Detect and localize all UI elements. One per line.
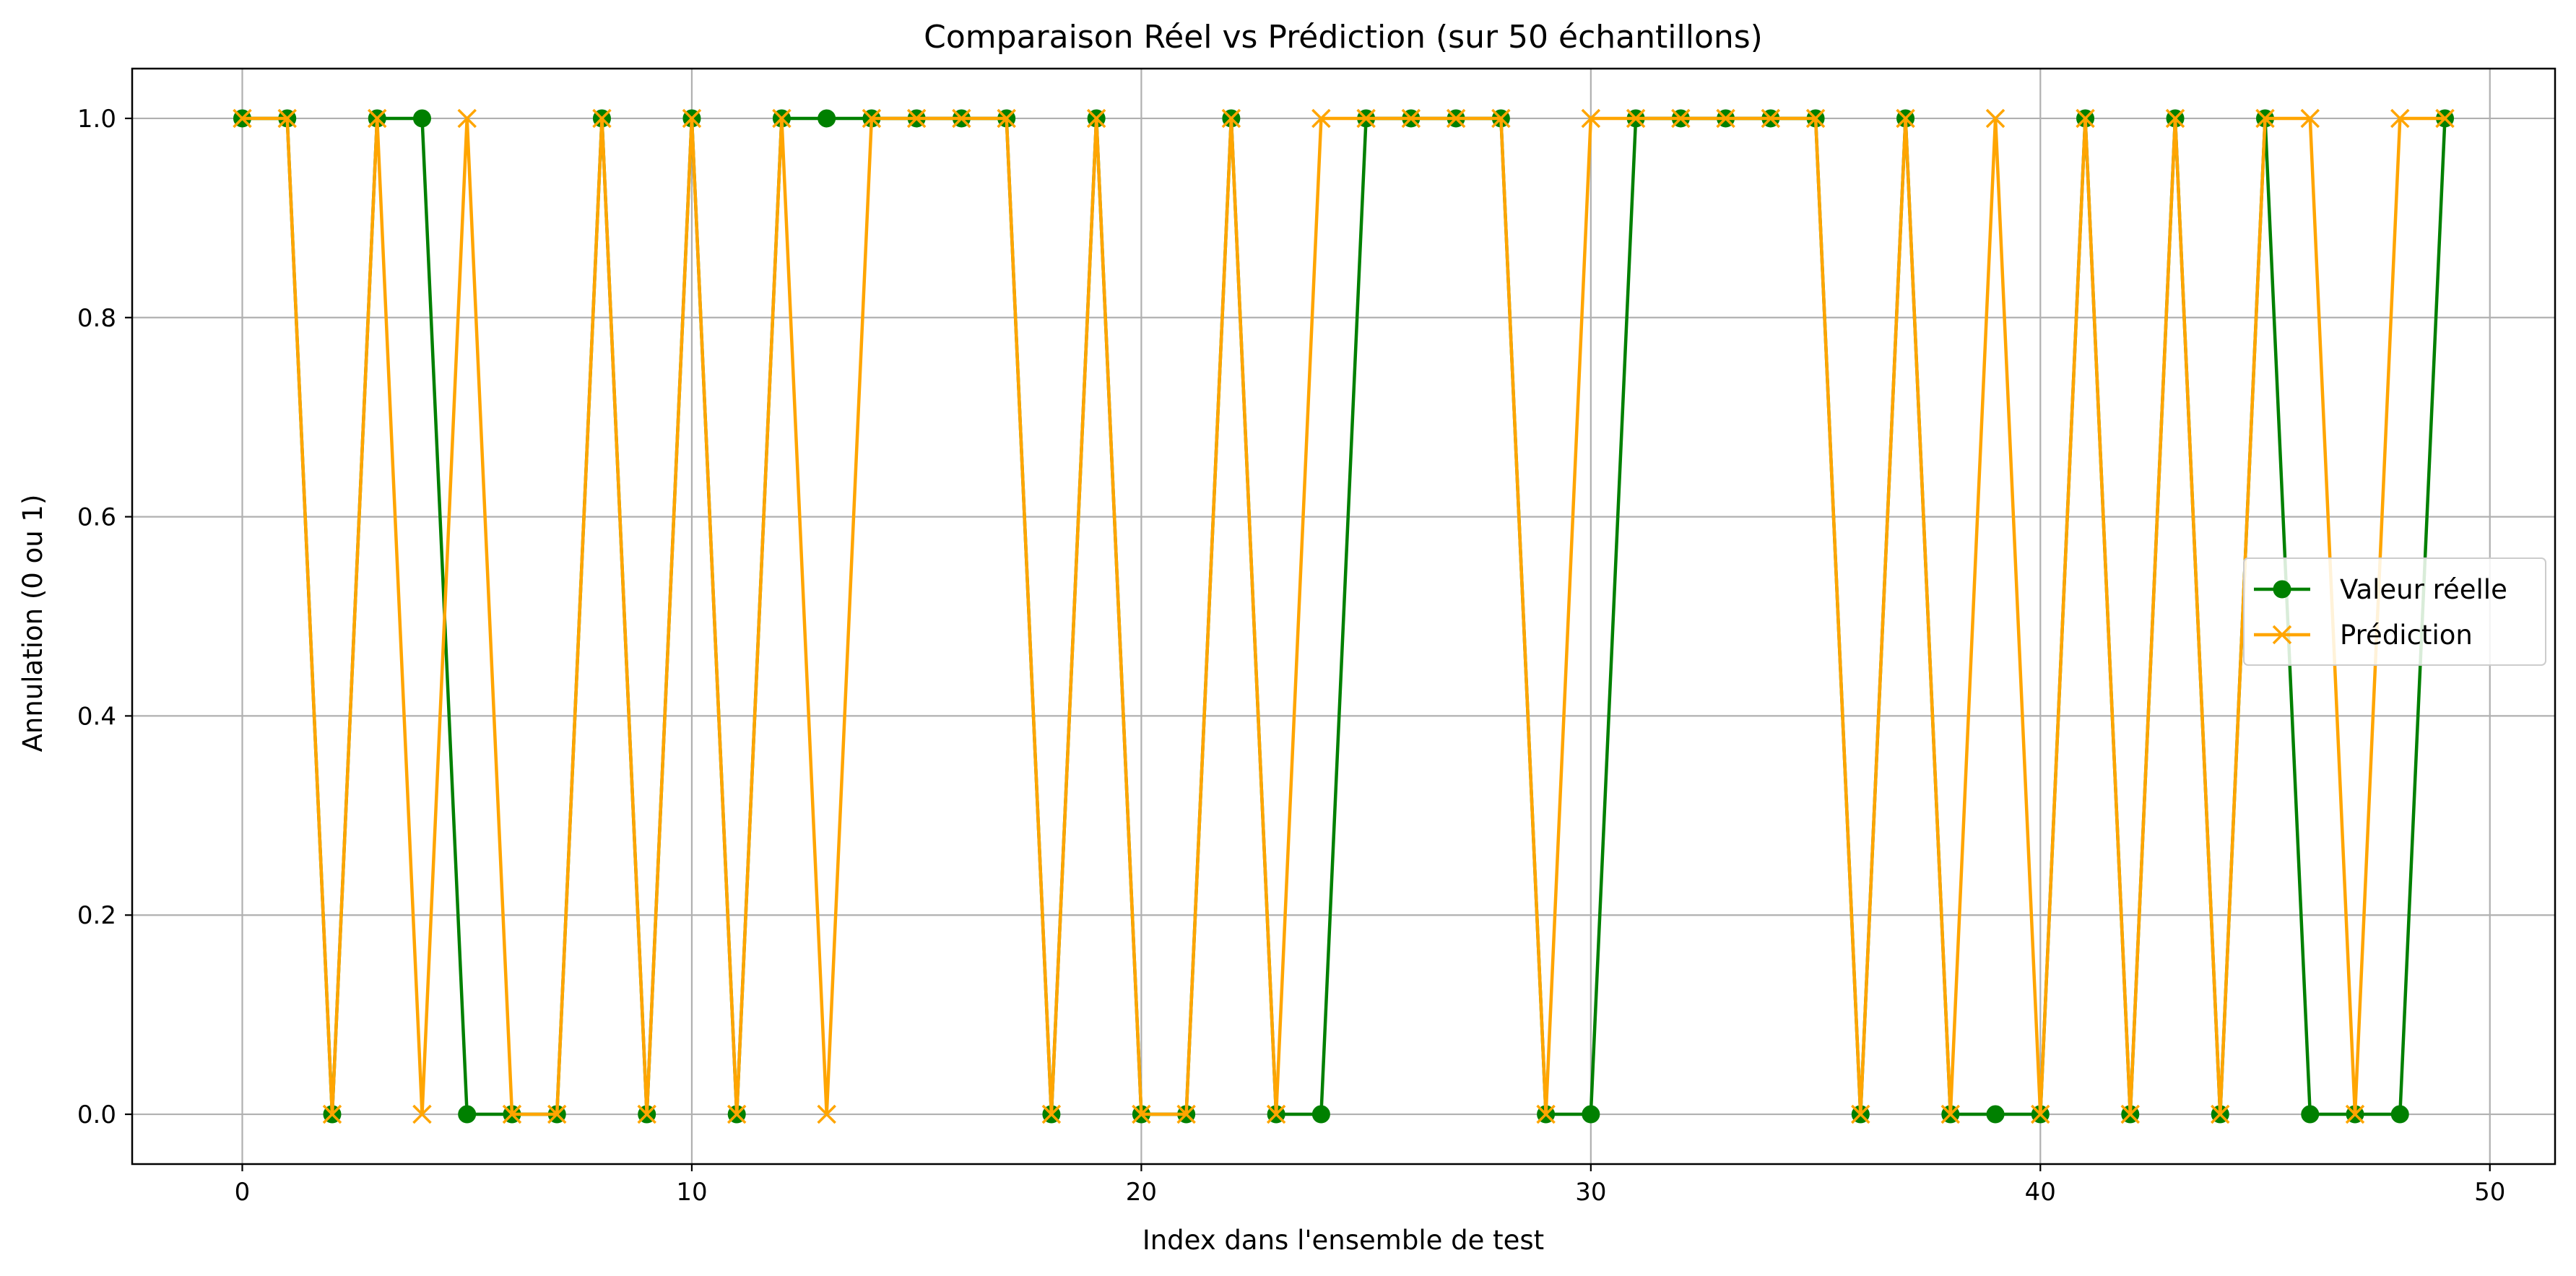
data-point xyxy=(1266,1104,1286,1124)
series-group xyxy=(233,108,2455,1124)
data-point xyxy=(2300,108,2320,129)
data-point xyxy=(1671,108,1691,129)
data-point xyxy=(457,108,477,129)
data-point xyxy=(637,1104,656,1124)
data-point xyxy=(2255,108,2275,129)
x-tick-label: 20 xyxy=(1126,1178,1157,1207)
data-point xyxy=(2211,1104,2230,1124)
data-point xyxy=(1716,108,1735,129)
data-point xyxy=(1132,1104,1151,1124)
data-point xyxy=(772,108,792,129)
data-point xyxy=(1985,108,2005,129)
data-point xyxy=(1626,108,1646,129)
data-point xyxy=(592,108,612,129)
x-tick-label: 30 xyxy=(1575,1178,1606,1207)
y-tick-label: 1.0 xyxy=(77,105,116,134)
x-tick-label: 0 xyxy=(235,1178,251,1207)
legend-box xyxy=(2243,557,2546,666)
x-tick-label: 40 xyxy=(2025,1178,2056,1207)
data-point xyxy=(2031,1104,2050,1124)
data-point xyxy=(412,109,431,128)
data-point xyxy=(1356,108,1376,129)
legend: Valeur réelle Prédiction xyxy=(2243,557,2546,666)
data-point xyxy=(1536,1104,1556,1124)
data-point xyxy=(2165,108,2185,129)
data-point xyxy=(2076,108,2095,129)
y-tick-label: 0.6 xyxy=(77,503,116,532)
x-tick-label: 50 xyxy=(2474,1178,2505,1207)
data-point xyxy=(1851,1104,1870,1124)
data-point xyxy=(1041,1104,1062,1124)
y-axis-title: Annulation (0 ou 1) xyxy=(17,495,48,752)
legend-item: Prédiction xyxy=(2254,620,2473,651)
data-point xyxy=(1176,1104,1196,1124)
data-point xyxy=(1940,1104,1961,1124)
plot-area-frame xyxy=(131,67,2557,1166)
data-point xyxy=(412,1104,432,1124)
data-point xyxy=(1805,108,1826,129)
data-point xyxy=(1581,108,1601,129)
data-point xyxy=(1311,108,1331,129)
data-point xyxy=(727,1104,747,1124)
y-tick-label: 0.2 xyxy=(77,901,116,930)
data-point xyxy=(2390,1105,2409,1124)
data-point xyxy=(1491,108,1511,129)
data-point xyxy=(818,109,836,128)
y-tick-label: 0.0 xyxy=(77,1101,116,1129)
data-point xyxy=(952,108,971,129)
data-point xyxy=(1086,108,1106,129)
data-point xyxy=(233,108,252,129)
x-tick-label: 10 xyxy=(676,1178,707,1207)
data-point xyxy=(547,1104,567,1124)
legend-swatch-marker xyxy=(2272,625,2292,645)
data-point xyxy=(682,108,702,129)
data-point xyxy=(1221,108,1241,129)
data-point xyxy=(1761,108,1781,129)
data-point xyxy=(322,1104,342,1124)
data-point xyxy=(2345,1104,2365,1124)
data-point xyxy=(2435,108,2455,129)
x-axis-title: Index dans l'ensemble de test xyxy=(1142,1225,1544,1256)
legend-label: Valeur réelle xyxy=(2340,574,2507,605)
axis-ticks: 0 10 20 30 40 50 0.0 0.2 0.4 0.6 0.8 1.0 xyxy=(77,105,2505,1207)
data-point xyxy=(502,1104,522,1124)
data-point xyxy=(1446,108,1466,129)
legend-label: Prédiction xyxy=(2340,620,2473,651)
data-point xyxy=(817,1104,836,1124)
series-line xyxy=(242,116,2445,1116)
y-tick-label: 0.8 xyxy=(77,304,116,333)
data-point xyxy=(862,108,882,129)
y-tick-label: 0.4 xyxy=(77,702,116,731)
data-point xyxy=(997,108,1016,129)
data-point xyxy=(1986,1105,2005,1124)
data-point xyxy=(367,108,387,129)
data-point xyxy=(906,108,927,129)
data-point xyxy=(2120,1104,2141,1124)
chart-title: Comparaison Réel vs Prédiction (sur 50 é… xyxy=(924,19,1763,56)
data-point xyxy=(1582,1105,1600,1124)
data-point xyxy=(1401,108,1421,129)
data-point xyxy=(458,1105,477,1124)
legend-swatch-marker xyxy=(2273,580,2291,599)
legend-item: Valeur réelle xyxy=(2254,574,2507,605)
series-prediction xyxy=(233,108,2455,1124)
data-point xyxy=(1311,1105,1330,1124)
data-point xyxy=(277,108,297,129)
data-point xyxy=(2301,1105,2320,1124)
data-point xyxy=(2390,108,2410,129)
data-point xyxy=(1896,108,1915,129)
